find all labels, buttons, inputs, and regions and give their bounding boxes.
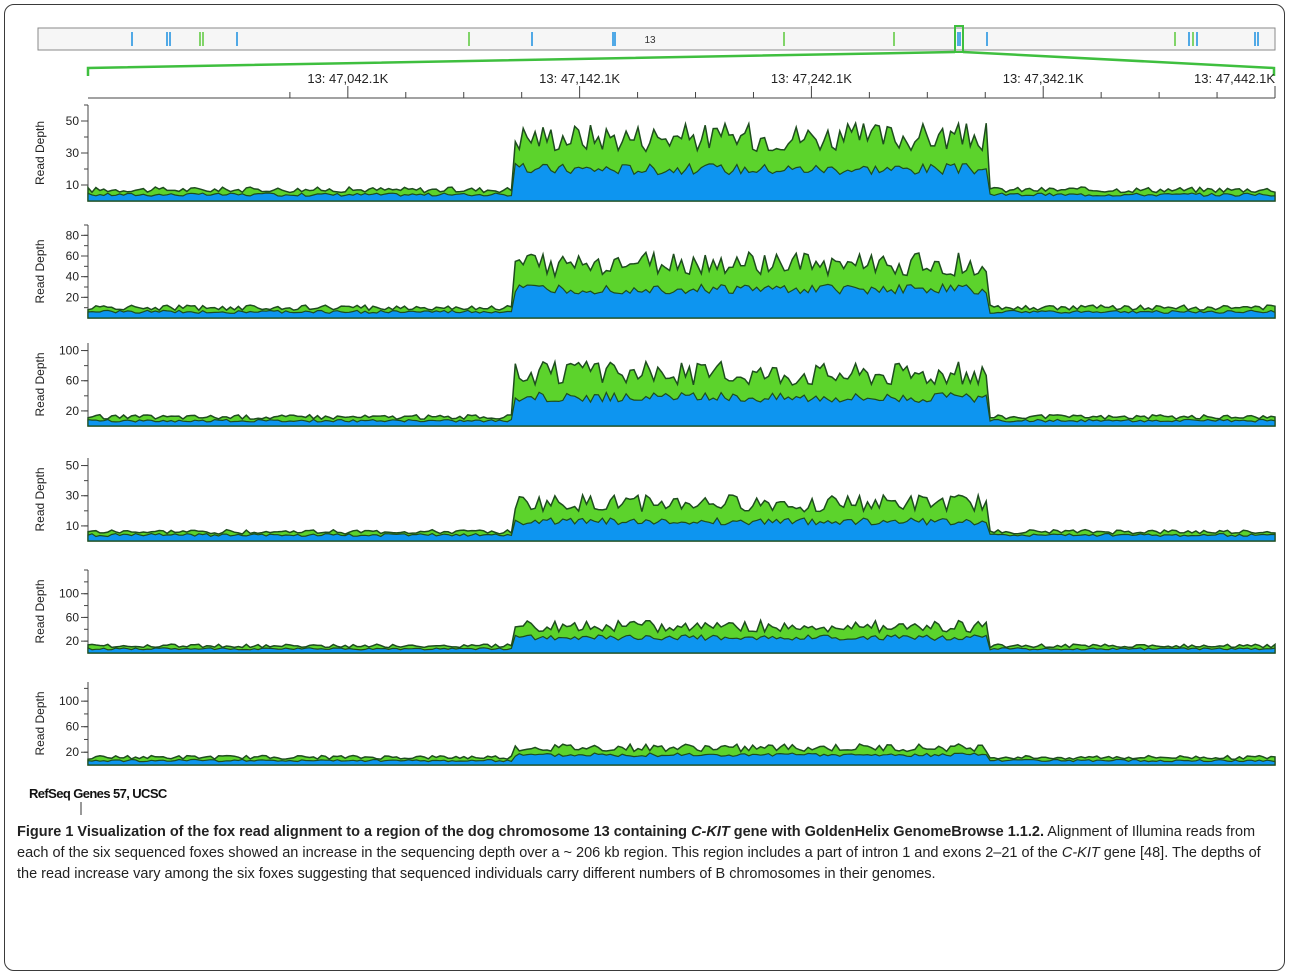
coverage-area-blue [87, 634, 1276, 654]
y-tick-label: 50 [66, 114, 80, 128]
ruler-ticks: 13: 47,042.1K 13: 47,142.1K 13: 47,242.1K 1… [289, 71, 1276, 98]
chromosome-label: 13 [644, 35, 656, 46]
y-axis-label: Read Depth [33, 579, 47, 643]
read-depth-panel: 20 60 100 Read Depth [33, 682, 1276, 766]
y-tick-label: 40 [66, 270, 80, 284]
coverage-area-blue [87, 162, 1276, 202]
zoom-connector [962, 50, 1276, 76]
y-tick-label: 10 [66, 519, 80, 533]
caption-title: Figure 1 Visualization of the fox read a… [17, 824, 1044, 840]
coverage-area-blue [87, 516, 1276, 542]
y-tick-label: 30 [66, 489, 80, 503]
y-axis-label: Read Depth [33, 239, 47, 303]
y-tick-label: 100 [59, 587, 79, 601]
y-tick-label: 20 [66, 634, 80, 648]
view-window-marker[interactable] [954, 25, 964, 53]
y-tick-label: 60 [66, 374, 80, 388]
y-tick-label: 20 [66, 290, 80, 304]
y-tick-label: 60 [66, 720, 80, 734]
y-tick-label: 20 [66, 404, 80, 418]
gene-track-title: RefSeq Genes 57, UCSC [29, 786, 168, 801]
y-tick-label: 80 [66, 228, 80, 242]
zoom-connector [86, 50, 956, 76]
y-tick-label: 50 [66, 459, 80, 473]
x-tick-label: 13: 47,242.1K [771, 71, 852, 86]
y-tick-label: 60 [66, 610, 80, 624]
caption-body: Alignment of Illumina reads from each of… [17, 824, 1261, 882]
overview-markers [131, 32, 1259, 46]
read-depth-panel: 10 30 50 Read Depth [33, 104, 1276, 202]
x-tick-label: 13: 47,442.1K [1194, 71, 1275, 86]
y-axis-label: Read Depth [33, 121, 47, 185]
y-tick-label: 30 [66, 146, 80, 160]
x-tick-label: 13: 47,042.1K [307, 71, 388, 86]
y-tick-label: 10 [66, 178, 80, 192]
x-tick-label: 13: 47,342.1K [1003, 71, 1084, 86]
y-tick-label: 100 [59, 344, 79, 358]
read-depth-panel: 20 60 100 Read Depth [33, 343, 1276, 427]
y-axis-label: Read Depth [33, 352, 47, 416]
y-axis-label: Read Depth [33, 691, 47, 755]
genome-browser-figure: 13 13: 47,042.1K 13: 47,142.1K 13: 47,242.… [29, 25, 1276, 815]
y-tick-label: 60 [66, 249, 80, 263]
read-depth-panels: 10 30 50 Read Depth 20 40 60 80 Read Depth 20 60 10… [33, 104, 1276, 766]
y-tick-label: 100 [59, 694, 79, 708]
y-tick-label: 20 [66, 745, 80, 759]
y-axis-label: Read Depth [33, 467, 47, 531]
read-depth-panel: 20 60 100 Read Depth [33, 569, 1276, 654]
x-tick-label: 13: 47,142.1K [539, 71, 620, 86]
chromosome-bar[interactable] [37, 27, 1276, 51]
position-ruler: 13: 47,042.1K 13: 47,142.1K 13: 47,242.1K 1… [88, 71, 1276, 99]
coverage-area-blue [87, 391, 1276, 427]
coverage-area-blue [87, 752, 1276, 766]
read-depth-panel: 10 30 50 Read Depth [33, 458, 1276, 542]
chromosome-overview: 13 [37, 25, 1276, 76]
figure-frame: 13 13: 47,042.1K 13: 47,142.1K 13: 47,242.… [4, 4, 1285, 971]
refseq-gene-track: RefSeq Genes 57, UCSC KITKDR [29, 786, 168, 815]
coverage-area-blue [87, 282, 1276, 319]
read-depth-panel: 20 40 60 80 Read Depth [33, 224, 1276, 319]
figure-caption: Figure 1 Visualization of the fox read a… [17, 822, 1279, 885]
